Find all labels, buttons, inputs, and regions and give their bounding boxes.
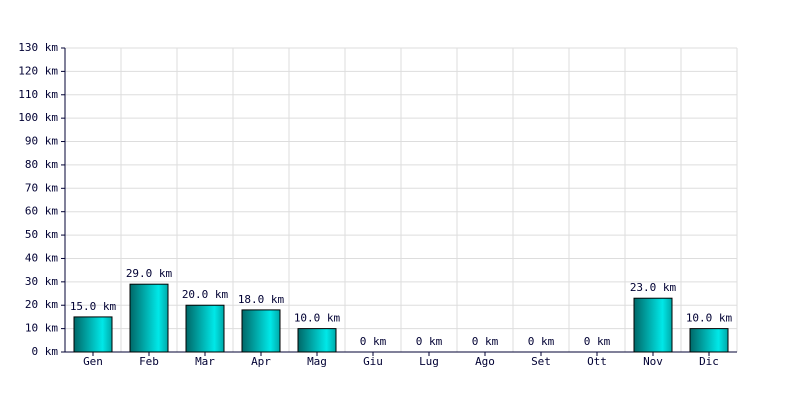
y-tick-label: 50 km — [25, 228, 58, 241]
bar — [689, 328, 729, 353]
value-label: 0 km — [472, 335, 499, 348]
value-label: 0 km — [584, 335, 611, 348]
value-label: 15.0 km — [70, 300, 117, 313]
y-tick-label: 30 km — [25, 275, 58, 288]
bar — [241, 309, 281, 353]
x-tick-label: Gen — [83, 355, 103, 368]
y-tick-label: 120 km — [18, 64, 58, 77]
bar — [633, 297, 673, 353]
y-tick-label: 0 km — [32, 345, 59, 358]
x-tick-label: Dic — [699, 355, 719, 368]
value-label: 18.0 km — [238, 293, 285, 306]
bar — [185, 304, 225, 353]
x-tick-label: Ott — [587, 355, 607, 368]
x-tick-label: Mar — [195, 355, 215, 368]
value-label: 29.0 km — [126, 267, 173, 280]
y-tick-label: 110 km — [18, 88, 58, 101]
y-tick-label: 20 km — [25, 298, 58, 311]
x-tick-label: Set — [531, 355, 551, 368]
y-tick-label: 10 km — [25, 322, 58, 335]
y-tick-label: 40 km — [25, 251, 58, 264]
y-tick-label: 90 km — [25, 135, 58, 148]
x-tick-label: Feb — [139, 355, 159, 368]
value-label: 0 km — [416, 335, 443, 348]
value-label: 10.0 km — [686, 312, 733, 325]
value-label: 23.0 km — [630, 281, 677, 294]
x-tick-label: Mag — [307, 355, 327, 368]
value-label: 10.0 km — [294, 312, 341, 325]
value-label: 0 km — [528, 335, 555, 348]
x-tick-label: Giu — [363, 355, 383, 368]
bar — [129, 283, 169, 353]
y-tick-label: 60 km — [25, 205, 58, 218]
y-tick-label: 80 km — [25, 158, 58, 171]
y-tick-label: 130 km — [18, 41, 58, 54]
value-label: 0 km — [360, 335, 387, 348]
x-tick-label: Nov — [643, 355, 663, 368]
x-tick-label: Ago — [475, 355, 495, 368]
x-tick-label: Apr — [251, 355, 271, 368]
value-label: 20.0 km — [182, 288, 229, 301]
bar — [297, 328, 337, 353]
x-tick-label: Lug — [419, 355, 439, 368]
y-tick-label: 100 km — [18, 111, 58, 124]
bar — [73, 316, 113, 353]
y-tick-label: 70 km — [25, 181, 58, 194]
